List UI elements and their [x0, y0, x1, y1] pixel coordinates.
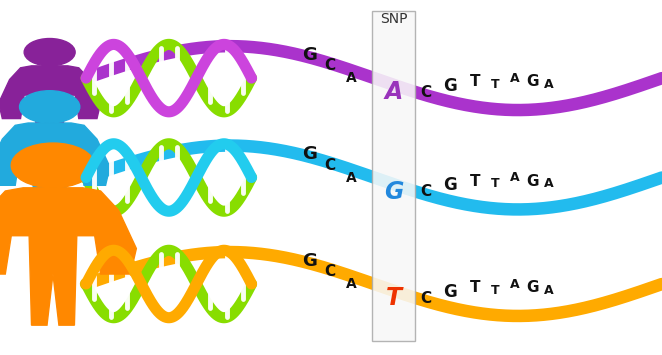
Text: C: C: [420, 85, 431, 100]
Polygon shape: [0, 188, 136, 325]
Text: A: A: [346, 277, 357, 291]
Text: G: G: [302, 46, 317, 64]
Text: G: G: [444, 77, 457, 95]
Circle shape: [19, 91, 79, 123]
Text: G: G: [384, 180, 404, 204]
Text: C: C: [324, 264, 335, 279]
Text: T: T: [491, 178, 499, 190]
Circle shape: [24, 38, 75, 66]
Text: A: A: [544, 284, 553, 297]
Text: C: C: [324, 58, 335, 73]
Text: G: G: [444, 283, 457, 301]
Text: T: T: [491, 284, 499, 297]
Text: A: A: [346, 170, 357, 185]
Polygon shape: [0, 123, 110, 222]
Text: T: T: [470, 74, 480, 89]
Text: A: A: [544, 78, 553, 91]
Circle shape: [11, 143, 95, 188]
FancyBboxPatch shape: [372, 11, 415, 341]
Polygon shape: [0, 66, 101, 150]
Text: A: A: [510, 171, 520, 184]
Text: A: A: [346, 71, 357, 85]
Text: SNP: SNP: [380, 12, 408, 26]
Text: T: T: [491, 78, 499, 91]
Text: G: G: [526, 74, 539, 89]
Text: C: C: [324, 158, 335, 173]
Text: A: A: [544, 178, 553, 190]
Text: A: A: [510, 278, 520, 290]
Text: G: G: [526, 280, 539, 295]
Text: C: C: [420, 291, 431, 306]
Text: C: C: [420, 184, 431, 199]
Text: A: A: [510, 72, 520, 84]
Text: G: G: [302, 146, 317, 163]
Text: T: T: [470, 174, 480, 189]
Text: G: G: [444, 176, 457, 194]
Text: G: G: [302, 252, 317, 270]
Text: A: A: [385, 80, 403, 104]
Text: T: T: [386, 286, 402, 310]
Text: G: G: [526, 174, 539, 189]
Text: T: T: [470, 280, 480, 295]
